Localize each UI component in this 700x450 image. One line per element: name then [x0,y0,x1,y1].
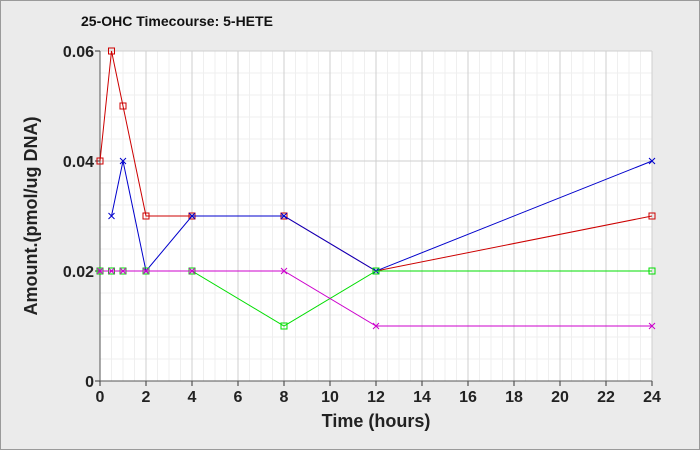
data-point [96,267,104,275]
data-point [119,157,127,165]
data-point [648,212,656,220]
data-point [108,212,115,220]
data-point [188,212,196,220]
y-tick-label: 0.02 [63,264,94,281]
x-tick-label: 8 [280,389,289,406]
x-tick-label: 2 [142,389,151,406]
series-4-line [100,270,652,327]
x-tick-label: 10 [321,389,339,406]
data-point [648,267,656,275]
data-point [96,157,104,165]
axes [95,50,653,386]
data-point [372,322,380,330]
y-axis-label: Amount.(pmol/ug DNA) [21,117,41,316]
series-layer [96,47,656,330]
y-tick-label: 0.04 [63,154,94,171]
data-point [142,267,150,275]
data-point [188,267,196,275]
data-point [372,267,380,275]
x-tick-label: 0 [96,389,105,406]
x-axis-label: Time (hours) [322,411,431,431]
chart-title: 25-OHC Timecourse: 5-HETE [81,13,273,29]
x-tick-label: 6 [234,389,243,406]
y-tick-label: 0.06 [63,44,94,61]
data-point [280,322,288,330]
x-tick-label: 16 [459,389,477,406]
data-point [648,157,656,165]
x-tick-label: 20 [551,389,569,406]
x-tick-label: 22 [597,389,615,406]
x-tick-label: 14 [413,389,431,406]
data-point [108,267,115,275]
data-point [280,212,288,220]
data-point [280,267,288,275]
data-point [119,267,127,275]
data-point [119,102,127,110]
x-tick-label: 18 [505,389,523,406]
series-4 [96,267,656,330]
y-tick-label: 0 [85,374,94,391]
x-tick-label: 4 [188,389,197,406]
x-tick-label: 24 [643,389,661,406]
data-point [648,322,656,330]
data-point [108,47,115,55]
data-point [142,212,150,220]
x-tick-label: 12 [367,389,385,406]
